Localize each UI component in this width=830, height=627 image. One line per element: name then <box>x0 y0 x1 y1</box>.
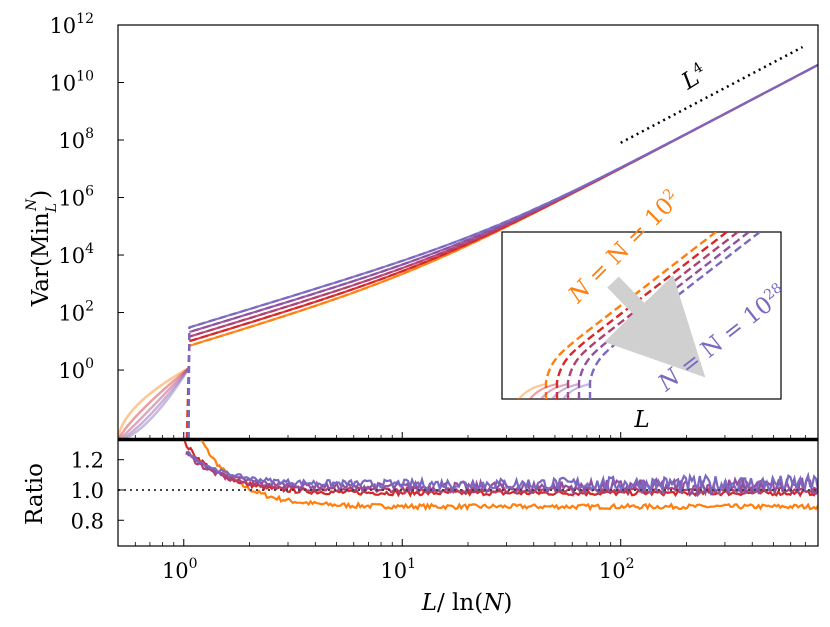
main-y-tick-label: 106 <box>58 184 94 211</box>
x-tick-label: 102 <box>599 556 635 583</box>
ratio-series-group <box>183 440 818 512</box>
main-series-dashed <box>186 192 573 439</box>
inset-series-line <box>588 232 762 399</box>
main-series-dashed <box>186 191 573 439</box>
main-series-group <box>118 63 818 439</box>
main-y-tick-label: 1012 <box>49 11 94 38</box>
inset-series-low-branch <box>550 382 580 399</box>
main-y-axis-label: Var(MinLN) <box>24 190 60 307</box>
main-series-low-branch <box>118 366 191 439</box>
main-y-tick-label: 104 <box>58 241 94 268</box>
inset-arrow <box>604 275 706 378</box>
main-series-low-branch <box>118 366 191 439</box>
inset-series-low-branch <box>539 382 569 399</box>
reference-line <box>620 45 804 144</box>
reference-line-group <box>620 45 804 144</box>
inset-series-line <box>544 232 718 399</box>
main-y-ticks: 100 102 104 106 108 1010 1012 <box>49 11 124 383</box>
inset-series-low-branch <box>528 382 558 399</box>
inset-x-label: L <box>633 407 649 433</box>
main-y-tick-label: 108 <box>58 126 94 153</box>
ratio-series-line <box>200 440 818 512</box>
inset-series-line <box>555 232 729 399</box>
ref-line-label: L4 <box>676 59 712 95</box>
main-series-low-branch <box>119 367 191 439</box>
main-y-tick-label: 100 <box>58 356 94 383</box>
inset-series-group <box>517 232 762 399</box>
svg-text:Var(MinLN): Var(MinLN) <box>24 190 60 307</box>
main-y-tick-label: 1010 <box>49 69 94 96</box>
x-tick-label: 100 <box>162 556 198 583</box>
main-series-low-branch <box>118 366 190 439</box>
inset-series-line <box>577 232 751 399</box>
inset-series-low-branch <box>561 382 591 399</box>
x-tick-label: 101 <box>380 556 416 583</box>
ratio-y-tick-label: 1.0 <box>71 479 104 503</box>
main-y-tick-label: 102 <box>58 299 94 326</box>
ratio-y-axis-label: Ratio <box>22 463 48 525</box>
x-axis-label: L/ ln(N) <box>421 590 513 616</box>
ratio-y-ticks: 0.8 1.0 1.2 <box>71 449 124 533</box>
main-series-dashed <box>187 190 573 439</box>
x-ticks: 100 101 102 <box>117 432 819 583</box>
main-series-low-branch <box>120 367 191 439</box>
inset-series-line <box>566 232 740 399</box>
ratio-y-tick-label: 0.8 <box>71 509 104 533</box>
main-series-dashed <box>187 191 573 439</box>
ratio-y-tick-label: 1.2 <box>71 449 104 473</box>
inset-series-low-branch <box>517 382 547 399</box>
